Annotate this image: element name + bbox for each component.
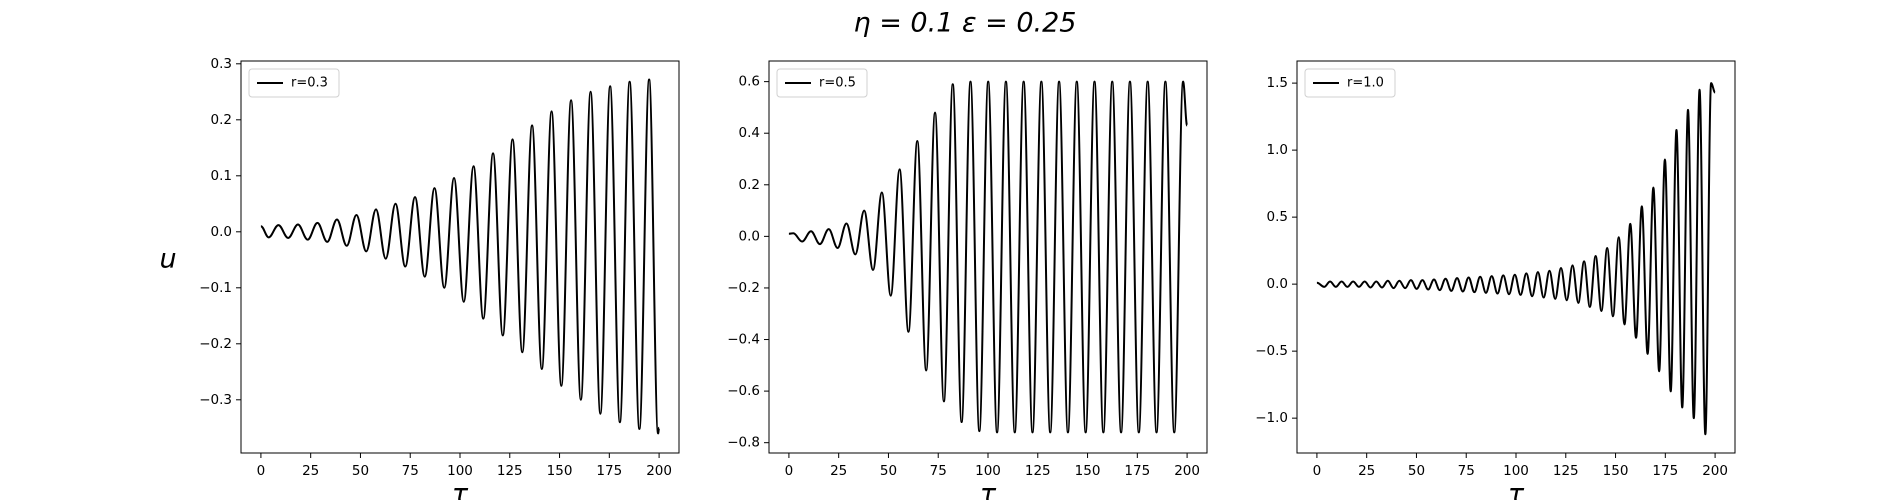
y-tick-label: −0.5 — [1255, 343, 1288, 359]
y-tick-label: −1.0 — [1255, 410, 1288, 426]
x-axis-label: τ — [452, 479, 469, 501]
x-tick-label: 0 — [1313, 463, 1322, 479]
x-tick-label: 125 — [497, 463, 523, 479]
y-tick-label: 0.1 — [211, 168, 232, 184]
x-tick-label: 200 — [1702, 463, 1728, 479]
data-line — [260, 78, 661, 435]
y-tick-label: 0.6 — [739, 74, 760, 90]
x-tick-label: 125 — [1553, 463, 1579, 479]
x-tick-label: 75 — [930, 463, 947, 479]
x-axis-label: τ — [1508, 479, 1525, 501]
data-line — [788, 80, 1189, 434]
y-tick-label: −0.8 — [727, 435, 760, 451]
y-tick-label: −0.3 — [199, 392, 232, 408]
data-line — [1316, 82, 1717, 436]
y-tick-label: 0.2 — [739, 177, 760, 193]
x-tick-label: 200 — [646, 463, 672, 479]
legend-label: r=0.3 — [291, 76, 328, 91]
y-tick-label: 0.0 — [211, 224, 232, 240]
x-tick-label: 150 — [1075, 463, 1101, 479]
x-tick-label: 100 — [975, 463, 1001, 479]
x-tick-label: 175 — [1652, 463, 1678, 479]
y-tick-label: −0.2 — [727, 280, 760, 296]
legend-box — [1304, 68, 1396, 98]
y-tick-label: 0.4 — [739, 125, 760, 141]
y-axis-label: u — [159, 244, 176, 275]
x-tick-label: 25 — [1358, 463, 1375, 479]
x-tick-label: 0 — [785, 463, 794, 479]
y-tick-label: −0.4 — [727, 332, 760, 348]
x-tick-label: 125 — [1025, 463, 1051, 479]
y-tick-label: −0.6 — [727, 383, 760, 399]
x-tick-label: 50 — [880, 463, 897, 479]
y-tick-label: −0.2 — [199, 336, 232, 352]
x-tick-label: 50 — [1408, 463, 1425, 479]
x-tick-label: 175 — [1124, 463, 1150, 479]
y-tick-label: 0.2 — [211, 112, 232, 128]
x-tick-label: 100 — [1503, 463, 1529, 479]
y-tick-label: 0.5 — [1267, 209, 1288, 225]
x-tick-label: 75 — [402, 463, 419, 479]
x-tick-label: 75 — [1458, 463, 1475, 479]
x-axis-label: τ — [980, 479, 997, 501]
y-tick-label: −0.1 — [199, 280, 232, 296]
y-tick-label: 1.5 — [1267, 75, 1288, 91]
legend-box — [776, 68, 868, 98]
x-tick-label: 175 — [596, 463, 622, 479]
x-tick-label: 25 — [830, 463, 847, 479]
x-tick-label: 150 — [547, 463, 573, 479]
figure-title: η = 0.1 ε = 0.25 — [854, 8, 1077, 39]
y-tick-label: 0.0 — [1267, 276, 1288, 292]
x-tick-label: 100 — [447, 463, 473, 479]
legend-label: r=0.5 — [819, 76, 856, 91]
y-tick-label: 0.3 — [211, 56, 232, 72]
x-tick-label: 150 — [1603, 463, 1629, 479]
y-tick-label: 0.0 — [739, 228, 760, 244]
x-tick-label: 0 — [257, 463, 266, 479]
x-tick-label: 200 — [1174, 463, 1200, 479]
x-tick-label: 25 — [302, 463, 319, 479]
legend-box — [248, 68, 340, 98]
y-tick-label: 1.0 — [1267, 142, 1288, 158]
legend-label: r=1.0 — [1347, 76, 1384, 91]
x-tick-label: 50 — [352, 463, 369, 479]
